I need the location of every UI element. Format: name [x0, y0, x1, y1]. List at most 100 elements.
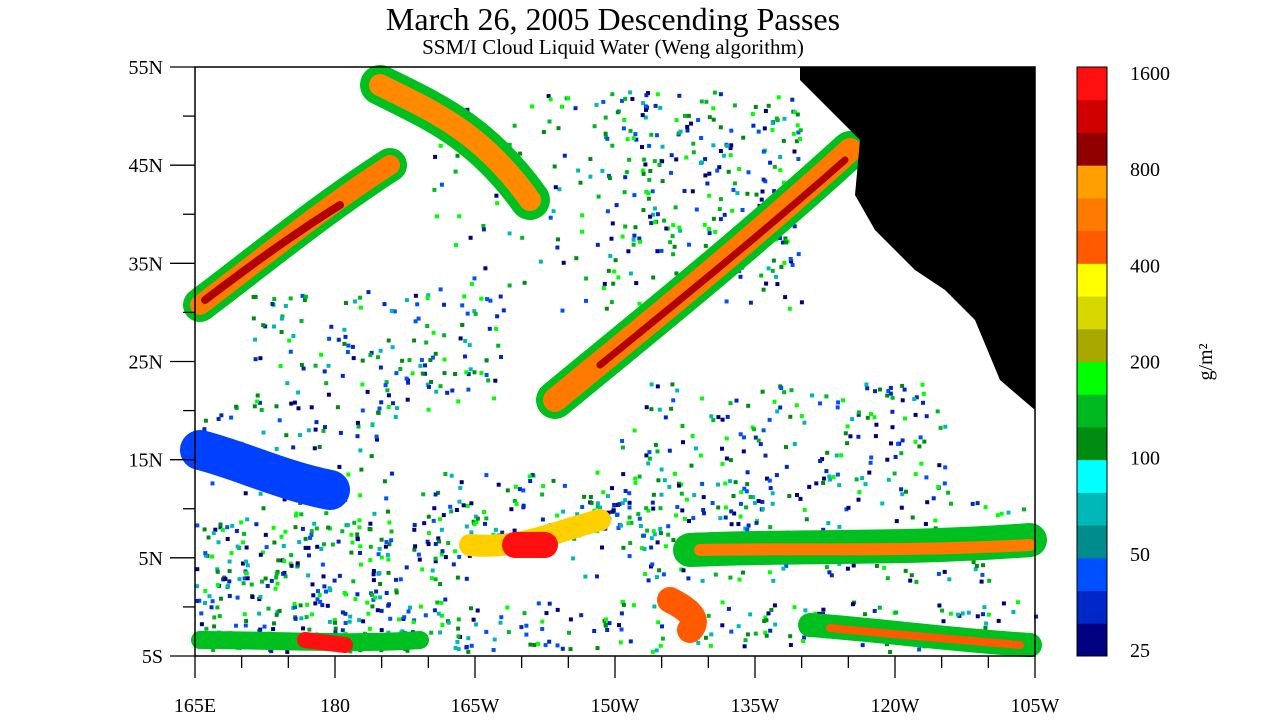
cloud-pixel [310, 582, 315, 587]
cloud-pixel [505, 488, 510, 493]
cloud-pixel [942, 569, 947, 574]
cloud-pixel [588, 495, 593, 499]
cloud-pixel [427, 384, 431, 389]
cloud-pixel [213, 527, 218, 532]
cloud-pixel [738, 432, 743, 437]
cloud-pixel [913, 472, 918, 477]
cloud-pixel [605, 209, 610, 214]
cloud-pixel [600, 168, 605, 173]
cloud-pixel [438, 287, 443, 292]
cloud-pixel [440, 549, 445, 554]
cloud-pixel [741, 135, 746, 140]
cloud-pixel [631, 603, 636, 608]
cloud-pixel [365, 600, 370, 605]
cloud-pixel [885, 642, 889, 647]
cloud-pixel [620, 439, 625, 443]
cloud-pixel [768, 486, 773, 491]
cloud-pixel [384, 591, 389, 595]
cloud-pixel [342, 327, 347, 332]
cloud-pixel [647, 450, 652, 455]
cloud-pixel [966, 610, 971, 615]
cloud-pixel [707, 115, 712, 120]
cloud-pixel [802, 507, 807, 512]
cloud-pixel [469, 501, 474, 506]
cloud-pixel [235, 544, 240, 549]
cloud-pixel [711, 216, 716, 221]
cloud-pixel [671, 223, 676, 228]
cloud-pixel [203, 418, 208, 423]
cloud-pixel [628, 271, 633, 276]
cloud-pixel [217, 614, 222, 619]
cloud-pixel [753, 631, 758, 636]
cloud-pixel [729, 143, 734, 148]
cloud-pixel [528, 642, 533, 647]
cloud-pixel [767, 417, 772, 422]
cloud-pixel [671, 252, 676, 257]
cloud-pixel [909, 573, 914, 578]
cloud-pixel [649, 545, 654, 550]
cloud-pixel [202, 427, 207, 432]
cloud-pixel [804, 517, 809, 522]
cloud-pixel [655, 449, 660, 454]
cloud-pixel [449, 509, 454, 514]
cloud-pixel [311, 593, 316, 598]
cloud-pixel [796, 252, 801, 257]
cloud-pixel [751, 123, 756, 128]
cloud-pixel [284, 433, 289, 438]
cloud-pixel [216, 417, 221, 421]
cloud-pixel [344, 592, 348, 597]
cloud-pixel [841, 398, 845, 403]
cloud-pixel [827, 474, 832, 479]
cloud-pixel [253, 337, 258, 342]
cloud-pixel [614, 203, 619, 208]
cloud-pixel [274, 571, 279, 576]
cloud-pixel [429, 576, 434, 581]
cloud-pixel [216, 540, 221, 545]
cloud-pixel [674, 513, 678, 518]
cloud-pixel [332, 618, 337, 622]
cloud-pixel [498, 294, 503, 299]
cloud-pixel [846, 505, 851, 510]
cloud-pixel [941, 619, 946, 624]
cloud-pixel [306, 545, 311, 550]
cloud-pixel [524, 632, 529, 637]
cloud-pixel [315, 544, 320, 549]
cloud-pixel [760, 189, 765, 194]
cloud-pixel [321, 574, 326, 579]
cloud-pixel [671, 398, 676, 403]
cloud-pixel [244, 545, 249, 550]
cloud-pixel [375, 437, 379, 442]
cloud-pixel [828, 477, 832, 482]
cloud-pixel [242, 531, 247, 536]
cloud-pixel [500, 530, 505, 535]
cloud-pixel [473, 311, 478, 316]
cloud-pixel [795, 112, 800, 117]
cloud-pixel [680, 424, 685, 428]
cloud-pixel [836, 400, 841, 405]
cloud-pixel [426, 407, 431, 412]
cloud-pixel [737, 577, 742, 582]
cloud-pixel [608, 254, 613, 258]
cloud-pixel [640, 113, 645, 118]
cloud-pixel [411, 620, 416, 625]
cloud-pixel [227, 594, 232, 598]
cloud-pixel [481, 227, 486, 232]
cloud-pixel [646, 578, 651, 583]
cloud-pixel [723, 505, 728, 510]
cloud-pixel [521, 505, 526, 510]
cloud-pixel [547, 601, 552, 606]
cloud-pixel [787, 306, 792, 311]
cloud-pixel [275, 581, 280, 586]
cloud-pixel [199, 611, 204, 616]
cloud-pixel [651, 506, 656, 511]
cloud-pixel [257, 400, 262, 405]
cloud-pixel [303, 545, 308, 550]
cloud-pixel [343, 611, 348, 616]
cloud-pixel [245, 563, 250, 568]
cloud-pixel [717, 165, 722, 170]
cloud-pixel [681, 568, 686, 573]
cloud-pixel [528, 479, 533, 483]
cloud-pixel [713, 229, 718, 234]
cloud-pixel [360, 358, 365, 363]
cloud-pixel [392, 309, 397, 314]
